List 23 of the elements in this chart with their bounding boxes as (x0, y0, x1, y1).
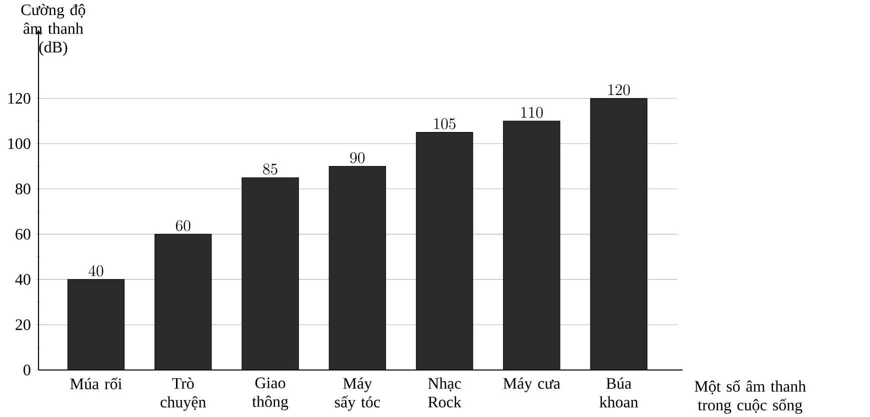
x-tick-label: Nhạc Rock (428, 378, 462, 408)
data-label: 90 (350, 152, 365, 164)
y-tick-label: 100 (8, 138, 30, 150)
x-tick-label: Trò chuyện (160, 378, 206, 411)
y-tick-label: 120 (8, 92, 30, 104)
data-label: 120 (608, 84, 630, 96)
y-axis-title: Cường độ âm thanh (dB) (21, 4, 86, 56)
x-tick-label: Giao thông (252, 378, 288, 410)
data-label: 40 (88, 265, 104, 276)
x-tick-label: Múa rối (70, 378, 122, 390)
y-tick-label: 0 (24, 364, 30, 376)
x-axis-title: Một số âm thanh trong cuộc sống (694, 380, 806, 414)
x-tick-label: Búa khoan (600, 378, 638, 408)
data-label: 85 (263, 164, 278, 175)
data-label: 60 (176, 220, 190, 232)
x-tick-label: Máy sấy tóc (334, 378, 380, 411)
y-tick-label: 40 (15, 274, 30, 285)
data-label: 110 (521, 106, 543, 118)
y-tick-label: 60 (16, 228, 30, 240)
y-tick-label: 80 (16, 184, 30, 194)
y-tick-label: 20 (16, 319, 30, 330)
x-tick-label: Máy cưa (503, 378, 560, 392)
data-label: 105 (434, 118, 456, 130)
